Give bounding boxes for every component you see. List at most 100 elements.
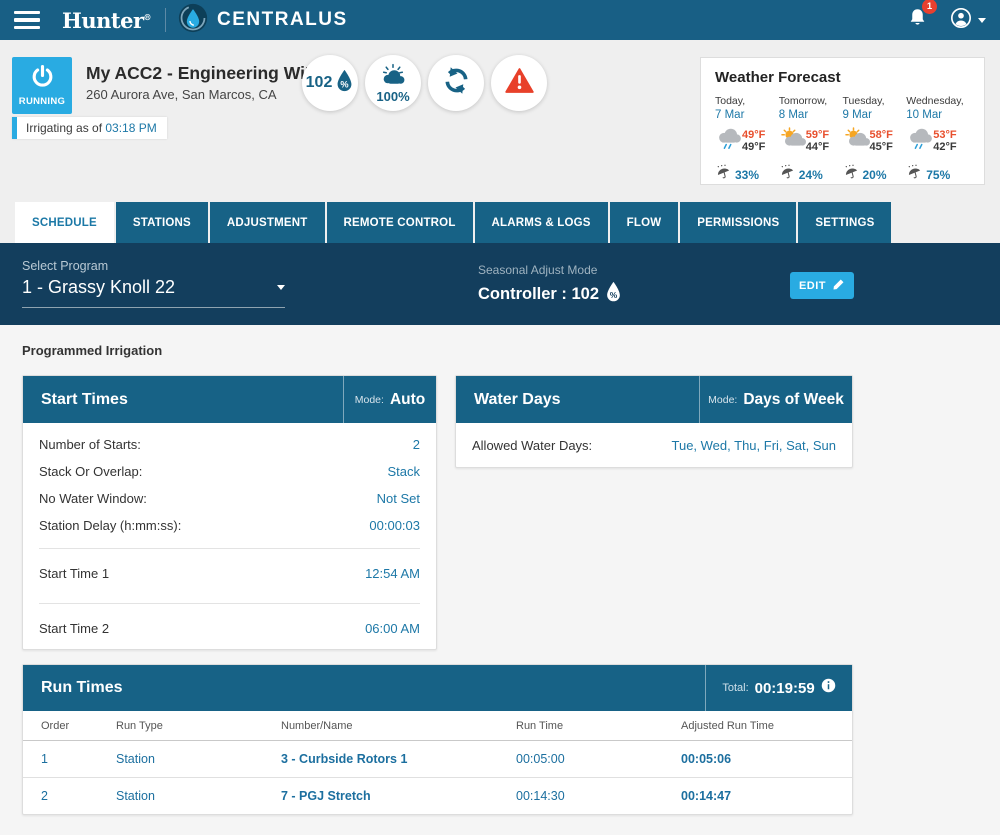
high-temp: 58°F (870, 129, 893, 141)
tab-alarms-logs[interactable]: ALARMS & LOGS (475, 202, 608, 243)
weather-day-date: 8 Mar (779, 109, 843, 121)
program-select[interactable]: 1 - Grassy Knoll 22 (22, 277, 285, 308)
low-temp: 42°F (933, 141, 956, 153)
tab-flow[interactable]: FLOW (610, 202, 679, 243)
cell-run-type: Station (116, 778, 281, 815)
irrigating-text: Irrigating as of (26, 121, 105, 135)
seasonal-adjust-mode-label: Seasonal Adjust Mode (478, 263, 622, 277)
cell-run-time: 00:14:30 (516, 778, 681, 815)
tab-settings[interactable]: SETTINGS (798, 202, 891, 243)
tab-bar: SCHEDULE STATIONS ADJUSTMENT REMOTE CONT… (0, 195, 1000, 243)
low-temp: 44°F (806, 141, 829, 153)
rain-cloud-icon (715, 127, 745, 155)
mode-value: Days of Week (743, 391, 844, 409)
kv-row: Allowed Water Days: Tue, Wed, Thu, Fri, … (456, 423, 852, 467)
product-name: CENTRALUS (217, 9, 348, 31)
cell-number-name[interactable]: 3 - Curbside Rotors 1 (281, 741, 516, 778)
info-icon[interactable] (821, 678, 836, 698)
run-times-title: Run Times (23, 665, 705, 711)
tab-schedule[interactable]: SCHEDULE (15, 202, 114, 243)
sun-cloud-icon (779, 127, 809, 155)
weather-day-name: Wednesday, (906, 95, 970, 107)
sun-cloud-icon (843, 127, 873, 155)
chevron-down-icon (978, 18, 986, 23)
et-weather-badge[interactable]: 100% (365, 55, 421, 111)
controller-status-section: RUNNING My ACC2 - Engineering WiFi 260 A… (0, 40, 1000, 195)
alarm-badge[interactable] (491, 55, 547, 111)
chevron-down-icon (277, 285, 285, 290)
selected-program-value: 1 - Grassy Knoll 22 (22, 277, 175, 298)
edit-button-label: EDIT (799, 280, 826, 292)
mode-label: Mode: (355, 394, 384, 406)
account-menu-button[interactable] (950, 7, 986, 34)
weather-day-3: Wednesday, 10 Mar 53°F 42°F (906, 95, 970, 185)
section-title: Programmed Irrigation (22, 343, 162, 358)
program-selection-bar: Select Program 1 - Grassy Knoll 22 Seaso… (0, 243, 1000, 325)
kv-value[interactable]: Not Set (377, 491, 420, 506)
table-row: 2 Station 7 - PGJ Stretch 00:14:30 00:14… (23, 778, 852, 815)
low-temp: 49°F (742, 141, 765, 153)
hamburger-menu-icon[interactable] (14, 11, 40, 30)
col-run-type: Run Type (116, 711, 281, 741)
kv-row: Station Delay (h:mm:ss): 00:00:03 (23, 512, 436, 539)
cell-adjusted-run-time: 00:14:47 (681, 778, 852, 815)
kv-value[interactable]: Stack (387, 464, 420, 479)
water-days-mode: Mode: Days of Week (699, 376, 852, 423)
cell-run-time: 00:05:00 (516, 741, 681, 778)
tab-permissions[interactable]: PERMISSIONS (680, 202, 796, 243)
run-times-table: Order Run Type Number/Name Run Time Adju… (23, 711, 852, 814)
divider (39, 603, 420, 604)
kv-label: Number of Starts: (39, 437, 141, 452)
cell-order: 1 (23, 741, 116, 778)
tab-stations[interactable]: STATIONS (116, 202, 208, 243)
water-days-title: Water Days (456, 376, 699, 423)
seasonal-adjust-value: 102 (306, 74, 333, 92)
cell-number-name[interactable]: 7 - PGJ Stretch (281, 778, 516, 815)
start-times-mode: Mode: Auto (343, 376, 436, 423)
kv-value[interactable]: 06:00 AM (365, 621, 420, 636)
kv-label: Start Time 1 (39, 566, 109, 581)
run-times-total: Total: 00:19:59 (705, 665, 852, 711)
umbrella-icon (906, 164, 922, 185)
sun-cloud-icon (376, 63, 410, 90)
cell-order: 2 (23, 778, 116, 815)
registered-mark: ® (144, 12, 152, 22)
kv-value[interactable]: 2 (413, 437, 420, 452)
run-times-card: Run Times Total: 00:19:59 Order Run Ty (22, 664, 853, 815)
sync-badge[interactable] (428, 55, 484, 111)
tab-adjustment[interactable]: ADJUSTMENT (210, 202, 325, 243)
controller-name: My ACC2 - Engineering WiFi (86, 63, 320, 84)
controller-address: 260 Aurora Ave, San Marcos, CA (86, 87, 320, 102)
brand-divider (165, 8, 166, 32)
rain-chance: 20% (863, 168, 887, 182)
svg-text:%: % (610, 290, 618, 300)
kv-row: No Water Window: Not Set (23, 485, 436, 512)
hunter-logo: Hunter® (62, 8, 151, 33)
table-header-row: Order Run Type Number/Name Run Time Adju… (23, 711, 852, 741)
top-navbar: Hunter® CENTRALUS 1 (0, 0, 1000, 40)
warning-triangle-icon (505, 67, 534, 99)
power-icon (30, 64, 55, 94)
edit-button[interactable]: EDIT (790, 272, 854, 299)
refresh-icon (442, 66, 471, 100)
high-temp: 59°F (806, 129, 829, 141)
notifications-button[interactable]: 1 (907, 7, 928, 33)
weather-forecast-panel: Weather Forecast Today, 7 Mar 49°F 49°F (700, 57, 985, 185)
schedule-content: Programmed Irrigation Start Times Mode: … (0, 325, 1000, 835)
weather-day-date: 9 Mar (843, 109, 907, 121)
kv-value[interactable]: Tue, Wed, Thu, Fri, Sat, Sun (672, 438, 837, 453)
kv-value[interactable]: 00:00:03 (369, 518, 420, 533)
kv-label: No Water Window: (39, 491, 147, 506)
cell-adjusted-run-time: 00:05:06 (681, 741, 852, 778)
kv-row: Number of Starts: 2 (23, 423, 436, 458)
divider (39, 548, 420, 549)
weather-title: Weather Forecast (715, 69, 984, 86)
controller-power-button[interactable]: RUNNING (12, 57, 72, 114)
et-percent-value: 100% (376, 89, 409, 104)
kv-value[interactable]: 12:54 AM (365, 566, 420, 581)
start-time-row: Start Time 1 12:54 AM (23, 557, 436, 594)
svg-text:%: % (341, 79, 349, 89)
tab-remote-control[interactable]: REMOTE CONTROL (327, 202, 473, 243)
seasonal-adjust-badge[interactable]: 102 % (302, 55, 358, 111)
cell-run-type: Station (116, 741, 281, 778)
